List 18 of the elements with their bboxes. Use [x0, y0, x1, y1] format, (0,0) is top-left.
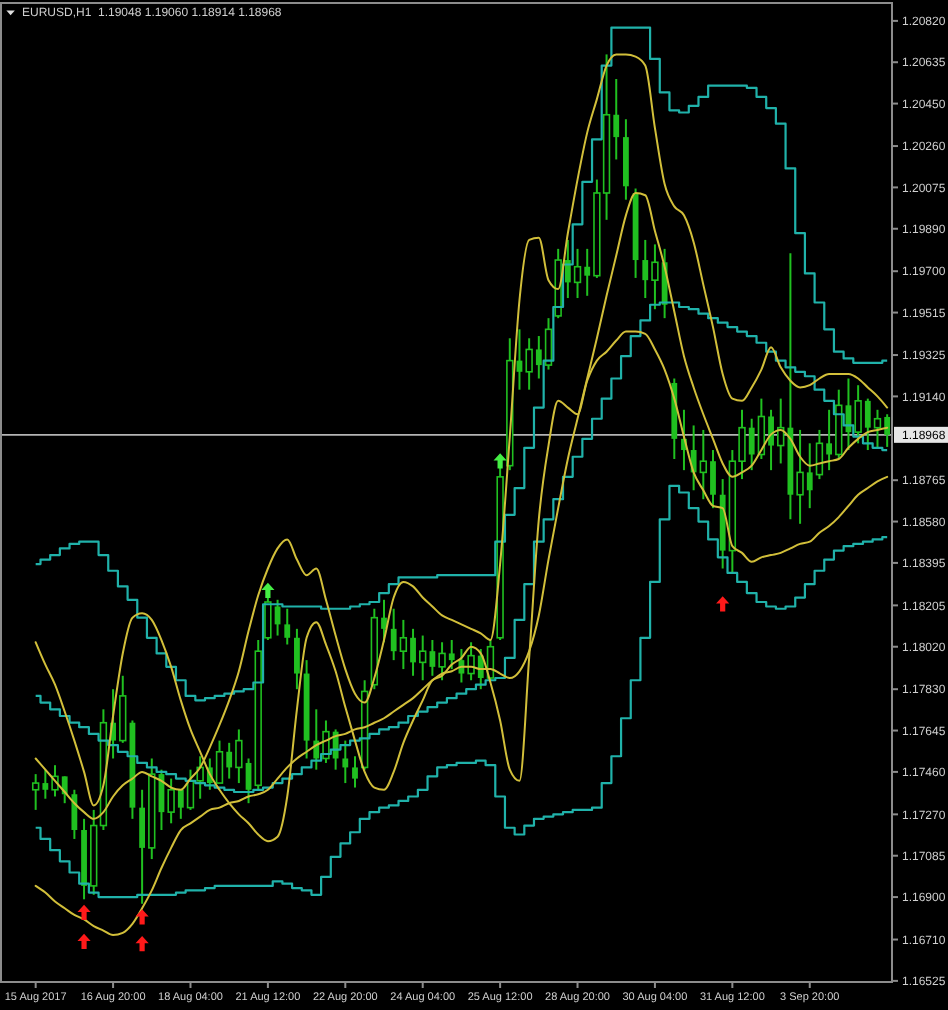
candlestick — [573, 247, 582, 300]
point — [135, 936, 149, 952]
point — [493, 453, 507, 469]
candlestick — [342, 739, 349, 785]
point — [261, 582, 275, 599]
point — [716, 596, 730, 612]
candlestick — [399, 618, 408, 671]
point — [135, 909, 149, 925]
candlestick — [71, 788, 78, 840]
candlestick — [873, 408, 882, 449]
point — [77, 904, 91, 920]
candlestick — [294, 627, 300, 691]
point — [77, 933, 91, 949]
line-series — [34, 191, 889, 937]
candlestick — [699, 428, 708, 501]
candlestick — [31, 773, 40, 811]
candlestick — [284, 607, 291, 646]
candlestick — [215, 739, 224, 785]
